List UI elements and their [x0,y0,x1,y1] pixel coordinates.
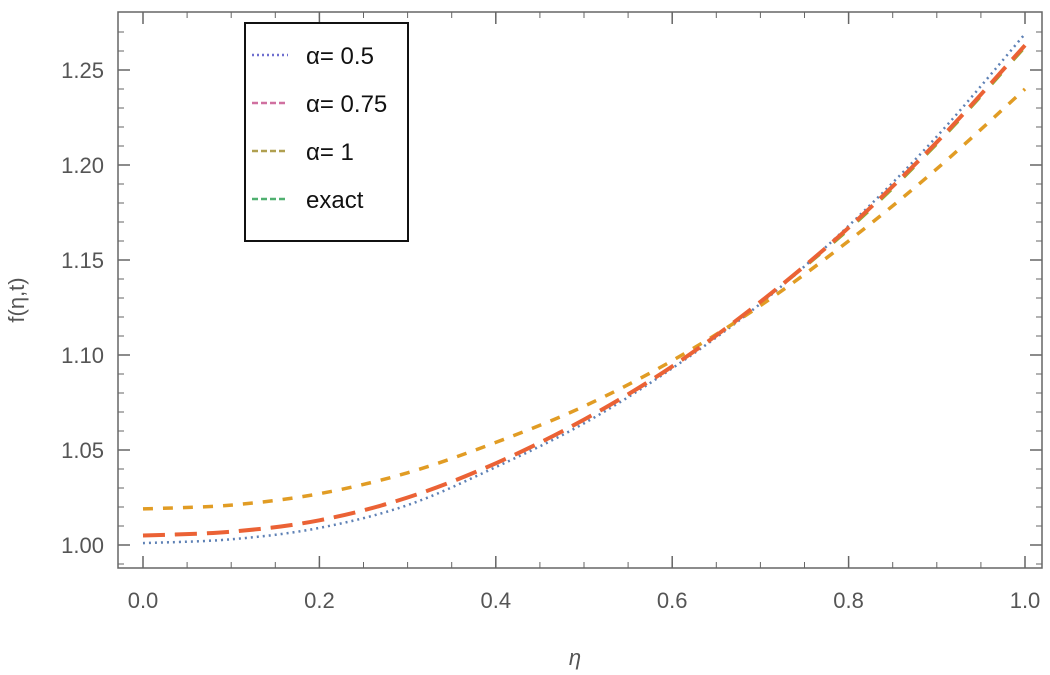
x-tick-label: 0.6 [657,588,688,613]
x-tick-label: 1.0 [1010,588,1041,613]
y-tick-label: 1.20 [61,153,104,178]
y-tick-label: 1.10 [61,343,104,368]
x-tick-label: 0.0 [128,588,159,613]
legend-label: α= 0.5 [306,43,374,70]
legend: α= 0.5 α= 0.75 α= 1 exact [244,22,409,242]
series-line-0 [142,33,1026,545]
y-tick-label: 1.15 [61,248,104,273]
y-tick-label: 1.25 [61,58,104,83]
legend-label: α= 1 [306,139,354,166]
legend-label: exact [306,187,364,214]
y-tick-label: 1.05 [61,438,104,463]
legend-box [244,22,409,242]
x-tick-label: 0.4 [481,588,512,613]
series-line-1 [142,43,1027,538]
x-tick-label: 0.2 [304,588,335,613]
y-tick-label: 1.00 [61,533,104,558]
x-axis-label: η [569,645,581,670]
x-tick-label: 0.8 [833,588,864,613]
y-axis-label: f(η,t) [4,277,29,322]
plot-frame [117,11,1043,569]
series-line-2 [142,87,1027,511]
legend-label: α= 0.75 [306,91,387,118]
